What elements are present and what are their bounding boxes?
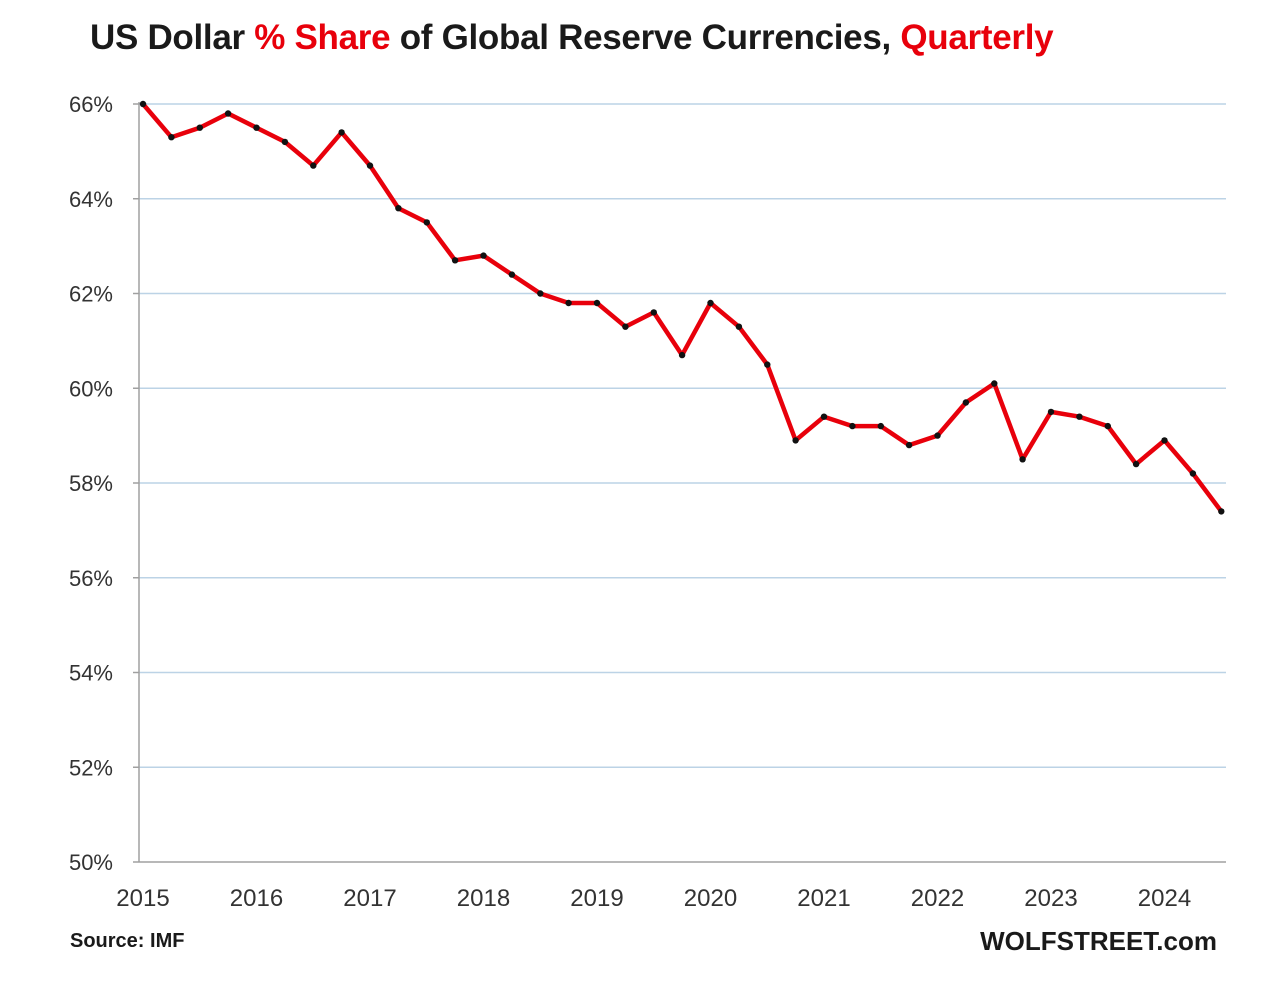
data-point [622, 323, 629, 330]
data-point [366, 162, 374, 169]
data-point [1019, 456, 1026, 463]
y-tick-label: 66% [69, 92, 113, 117]
data-point [310, 162, 317, 169]
data-point [139, 100, 147, 108]
x-tick-label: 2022 [911, 885, 964, 912]
y-tick-label: 50% [69, 850, 113, 875]
data-point [849, 422, 856, 430]
data-point [395, 205, 402, 212]
x-tick-label: 2015 [116, 885, 169, 912]
data-point [820, 413, 828, 420]
data-point [650, 309, 657, 316]
data-point [735, 323, 743, 330]
data-point [877, 422, 884, 430]
chart-title: US Dollar % Share of Global Reserve Curr… [90, 18, 1054, 58]
gridlines [133, 103, 1226, 863]
data-point [281, 138, 289, 146]
data-point [934, 432, 941, 439]
data-point [1218, 508, 1225, 515]
x-tick-label: 2024 [1138, 885, 1191, 912]
data-point [707, 299, 714, 307]
data-point [253, 124, 260, 131]
y-tick-label: 62% [69, 282, 113, 307]
y-tick-label: 58% [69, 471, 113, 496]
data-point [224, 110, 232, 117]
x-tick-label: 2019 [570, 885, 623, 912]
data-point [1104, 422, 1112, 430]
x-tick-label: 2020 [684, 885, 737, 912]
series-line [140, 101, 1224, 514]
data-point [1189, 470, 1197, 477]
y-tick-labels: 50% 52% 54% 56% 58% 60% 62% 64% 66% [69, 92, 113, 875]
data-point [196, 124, 203, 131]
data-point [168, 134, 175, 141]
title-part-highlight: % Share [254, 18, 391, 57]
data-point [1047, 408, 1055, 416]
data-point [338, 129, 345, 136]
data-point [962, 399, 970, 406]
title-part: of Global Reserve Currencies, [390, 18, 901, 57]
data-point [537, 290, 544, 297]
data-point [565, 299, 572, 307]
brand-label: WOLFSTREET.com [980, 926, 1217, 956]
y-tick-label: 64% [69, 187, 113, 212]
x-tick-label: 2021 [797, 885, 850, 912]
x-tick-label: 2016 [230, 885, 283, 912]
title-part: US Dollar [90, 18, 255, 57]
x-tick-label: 2023 [1024, 885, 1077, 912]
data-point [1076, 413, 1083, 420]
data-point [792, 437, 799, 444]
data-point [508, 271, 516, 278]
data-point [991, 380, 998, 387]
data-point [423, 219, 430, 226]
series-usd-share [139, 100, 1225, 515]
data-point [1132, 460, 1140, 468]
data-point [905, 441, 913, 449]
data-point [1161, 437, 1168, 444]
axes [138, 102, 1226, 863]
source-note: Source: IMF [70, 930, 185, 952]
x-tick-label: 2017 [343, 885, 396, 912]
data-point [764, 361, 771, 368]
x-tick-labels: 2015 2016 2017 2018 2019 2020 2021 2022 2023 2024 [116, 885, 1191, 912]
y-tick-label: 54% [69, 661, 113, 686]
y-tick-label: 60% [69, 376, 113, 401]
y-tick-label: 56% [69, 566, 113, 591]
data-point [593, 299, 601, 307]
data-point [678, 351, 686, 359]
data-point [480, 252, 487, 259]
title-part-highlight: Quarterly [900, 18, 1054, 57]
data-point [451, 257, 459, 264]
x-tick-label: 2018 [457, 885, 510, 912]
y-tick-label: 52% [69, 755, 113, 780]
